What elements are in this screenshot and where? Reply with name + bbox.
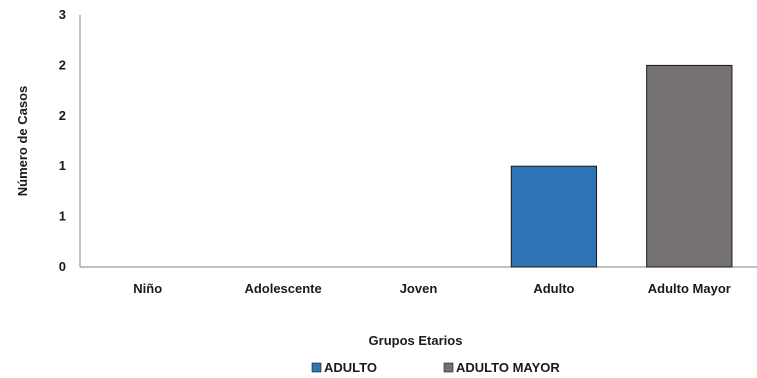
- y-tick-label: 1: [59, 209, 66, 224]
- x-axis-tick-labels: Niño Adolescente Joven Adulto Adulto Mayor: [133, 281, 731, 296]
- x-tick-label: Niño: [133, 281, 162, 296]
- legend-label: ADULTO: [324, 360, 377, 375]
- y-tick-label: 1: [59, 158, 66, 173]
- legend: ADULTO ADULTO MAYOR: [311, 360, 560, 375]
- y-tick-label: 2: [59, 108, 66, 123]
- y-axis-title: Número de Casos: [15, 86, 30, 197]
- bar-adulto: [510, 165, 598, 268]
- bar-adulto-mayor: [646, 64, 733, 268]
- y-axis-tick-labels: 0 1 1 2 2 3: [59, 7, 66, 274]
- legend-swatch: [443, 362, 454, 373]
- legend-label: ADULTO MAYOR: [456, 360, 560, 375]
- x-tick-label: Adolescente: [244, 281, 321, 296]
- y-tick-label: 2: [59, 57, 66, 72]
- legend-swatch: [311, 362, 322, 373]
- x-tick-label: Joven: [400, 281, 438, 296]
- bars-group: [510, 64, 733, 268]
- x-tick-label: Adulto Mayor: [648, 281, 731, 296]
- y-tick-label: 3: [59, 7, 66, 22]
- x-tick-label: Adulto: [533, 281, 574, 296]
- y-tick-label: 0: [59, 259, 66, 274]
- x-axis-title: Grupos Etarios: [369, 333, 463, 348]
